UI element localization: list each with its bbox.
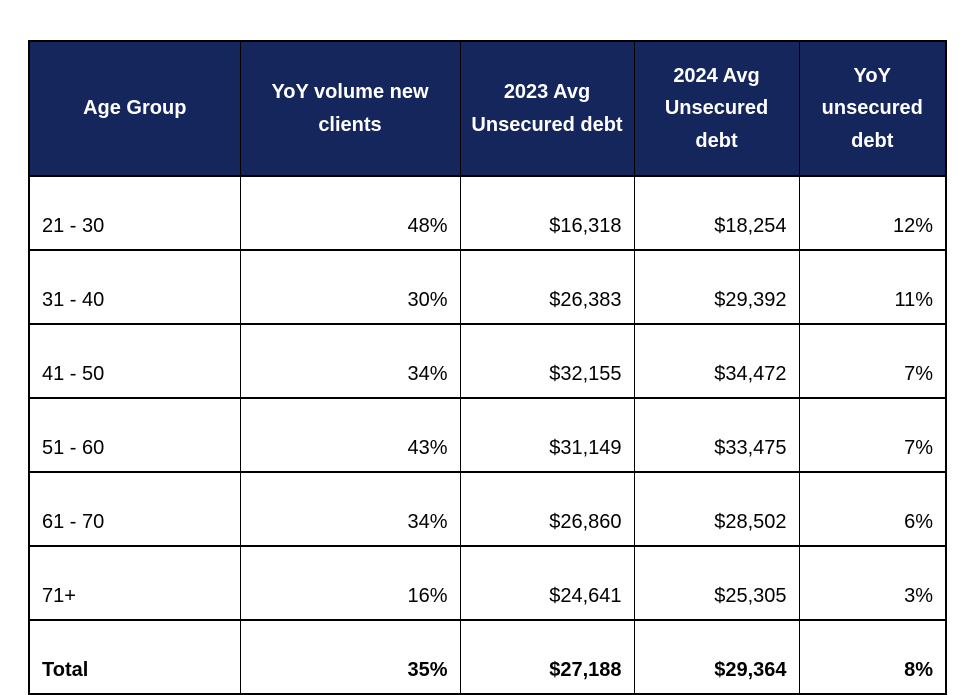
cell-total-yoy-debt: 8% — [798, 619, 947, 695]
cell-2023-avg: $26,383 — [459, 249, 635, 325]
cell-2024-avg: $33,475 — [633, 397, 800, 473]
cell-yoy-volume: 34% — [239, 471, 461, 547]
cell-2023-avg: $31,149 — [459, 397, 635, 473]
table-row: 41 - 50 34% $32,155 $34,472 7% — [28, 323, 947, 399]
cell-2024-avg: $18,254 — [633, 175, 800, 251]
header-yoy-debt: YoY unsecured debt — [798, 40, 947, 177]
header-2024-avg-debt: 2024 Avg Unsecured debt — [633, 40, 800, 177]
table-row: 51 - 60 43% $31,149 $33,475 7% — [28, 397, 947, 473]
table-header: Age Group YoY volume new clients 2023 Av… — [28, 40, 947, 177]
table-row: 71+ 16% $24,641 $25,305 3% — [28, 545, 947, 621]
cell-yoy-debt: 11% — [798, 249, 947, 325]
cell-yoy-volume: 34% — [239, 323, 461, 399]
table-row: 31 - 40 30% $26,383 $29,392 11% — [28, 249, 947, 325]
header-yoy-volume: YoY volume new clients — [239, 40, 461, 177]
header-age-group: Age Group — [28, 40, 241, 177]
cell-yoy-debt: 7% — [798, 397, 947, 473]
unsecured-debt-table: Age Group YoY volume new clients 2023 Av… — [28, 40, 947, 695]
cell-2023-avg: $16,318 — [459, 175, 635, 251]
cell-total-label: Total — [28, 619, 241, 695]
cell-age-group: 21 - 30 — [28, 175, 241, 251]
cell-yoy-debt: 6% — [798, 471, 947, 547]
cell-yoy-volume: 48% — [239, 175, 461, 251]
cell-2023-avg: $32,155 — [459, 323, 635, 399]
cell-2023-avg: $24,641 — [459, 545, 635, 621]
cell-2024-avg: $25,305 — [633, 545, 800, 621]
cell-yoy-volume: 30% — [239, 249, 461, 325]
cell-yoy-volume: 43% — [239, 397, 461, 473]
table-row: 21 - 30 48% $16,318 $18,254 12% — [28, 175, 947, 251]
table-body: 21 - 30 48% $16,318 $18,254 12% 31 - 40 … — [28, 175, 947, 695]
cell-total-2023-avg: $27,188 — [459, 619, 635, 695]
cell-age-group: 61 - 70 — [28, 471, 241, 547]
table-row-total: Total 35% $27,188 $29,364 8% — [28, 619, 947, 695]
cell-age-group: 31 - 40 — [28, 249, 241, 325]
header-2023-avg-debt: 2023 Avg Unsecured debt — [459, 40, 635, 177]
debt-table-container: Age Group YoY volume new clients 2023 Av… — [28, 40, 947, 695]
cell-yoy-debt: 3% — [798, 545, 947, 621]
cell-age-group: 51 - 60 — [28, 397, 241, 473]
cell-yoy-debt: 7% — [798, 323, 947, 399]
cell-yoy-volume: 16% — [239, 545, 461, 621]
header-row: Age Group YoY volume new clients 2023 Av… — [28, 40, 947, 177]
cell-total-2024-avg: $29,364 — [633, 619, 800, 695]
cell-total-yoy-volume: 35% — [239, 619, 461, 695]
cell-age-group: 41 - 50 — [28, 323, 241, 399]
table-row: 61 - 70 34% $26,860 $28,502 6% — [28, 471, 947, 547]
cell-2024-avg: $28,502 — [633, 471, 800, 547]
cell-2023-avg: $26,860 — [459, 471, 635, 547]
cell-yoy-debt: 12% — [798, 175, 947, 251]
cell-2024-avg: $29,392 — [633, 249, 800, 325]
cell-2024-avg: $34,472 — [633, 323, 800, 399]
cell-age-group: 71+ — [28, 545, 241, 621]
